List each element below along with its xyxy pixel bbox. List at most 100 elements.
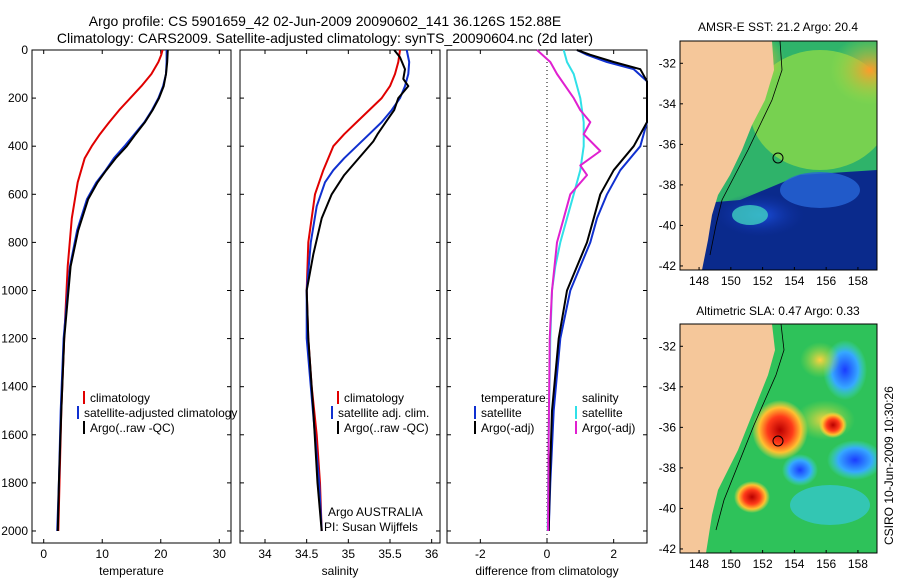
sst-map-frame xyxy=(679,40,878,271)
x-tick-label: 34.5 xyxy=(295,547,319,561)
sst-map-title: AMSR-E SST: 21.2 Argo: 20.4 xyxy=(698,20,858,34)
x-axis-label: difference from climatology xyxy=(475,564,618,578)
sla-warm-core-eddy xyxy=(734,481,770,513)
x-tick-label: 20 xyxy=(154,547,168,561)
argo-position-marker xyxy=(772,435,784,447)
map-lat-label: -36 xyxy=(659,137,677,151)
australia-land xyxy=(680,324,775,553)
x-tick-label: 34 xyxy=(258,547,272,561)
x-tick-label: -2 xyxy=(475,547,486,561)
map-lon-label: 154 xyxy=(784,557,804,571)
sla-warm-core-eddy xyxy=(752,400,808,460)
y-tick-label: 1600 xyxy=(1,428,28,442)
difference-panel-frame xyxy=(446,49,648,544)
map-lat-label: -34 xyxy=(659,380,677,394)
series-line-temperature-satellite xyxy=(547,49,648,532)
sla-high-eddy xyxy=(819,412,847,438)
series-line-salinity-argo-adj- xyxy=(536,49,602,532)
map-lon-label: 158 xyxy=(848,274,868,288)
sst-map-ticks: 148 150 152 154 156 158 -32 -34 -36 -38 -40 -42 xyxy=(659,56,869,288)
temperature-legend: climatology satellite-adjusted climatolo… xyxy=(77,391,237,435)
series-line-salinity-satellite xyxy=(546,49,585,532)
map-lon-label: 150 xyxy=(721,557,741,571)
map-lon-label: 148 xyxy=(689,274,709,288)
x-tick-label: 36 xyxy=(425,547,439,561)
sla-map-frame xyxy=(679,323,878,554)
map-lat-label: -32 xyxy=(659,56,677,70)
x-tick-label: 35.5 xyxy=(378,547,402,561)
sla-high xyxy=(800,342,840,378)
y-tick-label: 1200 xyxy=(1,332,28,346)
figure-title-line1: Argo profile: CS 5901659_42 02-Jun-2009 … xyxy=(88,13,562,29)
sla-map xyxy=(680,324,877,553)
series-line-argo-raw-qc- xyxy=(56,49,169,532)
map-lat-label: -38 xyxy=(659,461,677,475)
argo-position-marker xyxy=(772,152,784,164)
legend-label: Argo(-adj) xyxy=(582,421,635,435)
legend-label: satellite adj. clim. xyxy=(338,406,429,420)
float-owner-annotation: Argo AUSTRALIA xyxy=(328,505,423,519)
map-lon-label: 150 xyxy=(721,274,741,288)
x-tick-label: 35 xyxy=(342,547,356,561)
map-lon-label: 152 xyxy=(753,274,773,288)
sla-low-eddy xyxy=(782,454,818,486)
sla-low-eddy xyxy=(790,485,870,525)
map-lat-label: -34 xyxy=(659,97,677,111)
sla-low-eddy xyxy=(827,440,877,480)
legend-label: Argo(-adj) xyxy=(481,421,534,435)
series-line-satellite-adjusted-climatology xyxy=(56,50,168,532)
y-tick-label: 1800 xyxy=(1,476,28,490)
map-lon-label: 158 xyxy=(848,557,868,571)
map-lat-label: -42 xyxy=(659,259,677,273)
legend-header-salinity: salinity xyxy=(582,391,619,405)
sst-warm-patch xyxy=(830,41,877,105)
series-line-argo-raw-qc- xyxy=(305,49,410,532)
x-tick-label: 0 xyxy=(40,547,47,561)
axes-layer: 0 10 20 30020040060080010001200140016001800… xyxy=(1,43,647,578)
legend-label: Argo(..raw -QC) xyxy=(344,421,429,435)
map-lat-label: -32 xyxy=(659,339,677,353)
map-lat-label: -40 xyxy=(659,501,677,515)
sla-map-ticks: 148 150 152 154 156 158 -32 -34 -36 -38 -40 -42 xyxy=(659,339,869,571)
legend-label: climatology xyxy=(344,391,404,405)
x-tick-label: 2 xyxy=(610,547,617,561)
pi-annotation: PI: Susan Wijffels xyxy=(324,520,418,534)
legend-label: satellite xyxy=(582,406,623,420)
sst-front xyxy=(732,205,768,225)
sst-cold-patch xyxy=(780,172,860,208)
y-tick-label: 2000 xyxy=(1,524,28,538)
legend-label: Argo(..raw -QC) xyxy=(90,421,175,435)
shelf-contour xyxy=(715,324,785,531)
map-lon-label: 156 xyxy=(816,557,836,571)
y-tick-label: 1000 xyxy=(1,283,28,297)
y-tick-label: 400 xyxy=(8,139,28,153)
y-tick-label: 1400 xyxy=(1,380,28,394)
map-lat-label: -36 xyxy=(659,420,677,434)
temperature-panel-frame xyxy=(31,49,232,544)
sla-map-title: Altimetric SLA: 0.47 Argo: 0.33 xyxy=(696,304,860,318)
y-tick-label: 0 xyxy=(21,43,28,57)
salinity-legend: climatology satellite adj. clim. Argo(..… xyxy=(324,391,429,534)
legend-header-temperature: temperature xyxy=(481,391,546,405)
csiro-timestamp: CSIRO 10-Jun-2009 10:30:26 xyxy=(882,386,896,545)
australia-land xyxy=(680,41,774,270)
map-lon-label: 152 xyxy=(753,557,773,571)
x-tick-label: 0 xyxy=(544,547,551,561)
map-lon-label: 148 xyxy=(689,557,709,571)
sst-map xyxy=(680,41,877,270)
x-tick-label: 30 xyxy=(213,547,227,561)
lines-layer xyxy=(56,49,648,532)
difference-legend: temperature salinity satellite Argo(-adj… xyxy=(474,391,635,435)
salinity-panel-frame xyxy=(239,49,441,544)
x-tick-label: 10 xyxy=(96,547,110,561)
legend-label: satellite-adjusted climatology xyxy=(84,406,237,420)
map-lat-label: -40 xyxy=(659,218,677,232)
map-lat-label: -38 xyxy=(659,178,677,192)
x-axis-label: temperature xyxy=(99,564,164,578)
map-lon-label: 154 xyxy=(784,274,804,288)
map-lat-label: -42 xyxy=(659,542,677,556)
y-tick-label: 200 xyxy=(8,91,28,105)
shelf-contour xyxy=(709,41,783,256)
